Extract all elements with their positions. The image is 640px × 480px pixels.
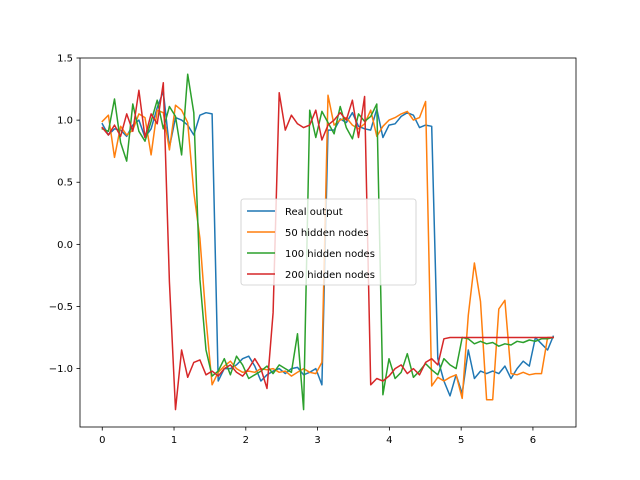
axes-frame: [79, 57, 577, 428]
y-tick-label: 0.5: [57, 178, 73, 189]
y-axis: −1.0 −0.5 0.0 0.5 1.0 1.5: [49, 54, 80, 375]
series-line-0: [101, 90, 555, 397]
legend-label-2: 100 hidden nodes: [285, 249, 375, 260]
series-line-2: [101, 73, 555, 411]
series-line-1: [101, 94, 554, 401]
x-tick-label: 1: [171, 435, 177, 446]
legend-box: [240, 198, 417, 286]
y-tick-label: 1.5: [57, 54, 73, 65]
legend-label-0: Real output: [285, 207, 343, 218]
x-tick-label: 0: [99, 435, 105, 446]
x-axis: 0 1 2 3 4 5 6: [99, 427, 536, 446]
x-tick-label: 6: [530, 435, 536, 446]
legend: Real output 50 hidden nodes 100 hidden nod…: [240, 198, 417, 286]
x-tick-label: 3: [314, 435, 320, 446]
y-tick-label: 0.0: [57, 240, 73, 251]
y-tick-label: −0.5: [49, 302, 73, 313]
x-tick-label: 5: [458, 435, 464, 446]
legend-label-1: 50 hidden nodes: [285, 228, 369, 239]
x-tick-label: 4: [386, 435, 392, 446]
y-tick-label: −1.0: [49, 364, 73, 375]
y-tick-label: 1.0: [57, 116, 73, 127]
plot-area: [79, 57, 577, 428]
x-tick-label: 2: [243, 435, 249, 446]
series-line-3: [101, 82, 554, 411]
legend-label-3: 200 hidden nodes: [285, 270, 375, 281]
